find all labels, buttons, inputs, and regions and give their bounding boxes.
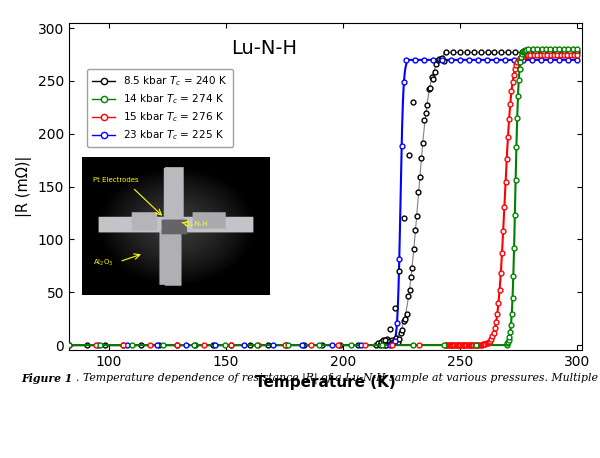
Text: . Temperature dependence of resistance |R| of a Lu-N-H sample at various pressur: . Temperature dependence of resistance |… <box>76 373 600 385</box>
Y-axis label: |R (mΩ)|: |R (mΩ)| <box>16 156 32 218</box>
Legend: 8.5 kbar $\it{T}_c$ = 240 K, 14 kbar $\it{T}_c$ = 274 K, 15 kbar $\it{T}_c$ = 27: 8.5 kbar $\it{T}_c$ = 240 K, 14 kbar $\i… <box>87 69 233 147</box>
X-axis label: Temperature (K): Temperature (K) <box>255 375 396 390</box>
Text: Figure 1: Figure 1 <box>21 373 73 384</box>
Text: Lu-N-H: Lu-N-H <box>231 39 297 58</box>
